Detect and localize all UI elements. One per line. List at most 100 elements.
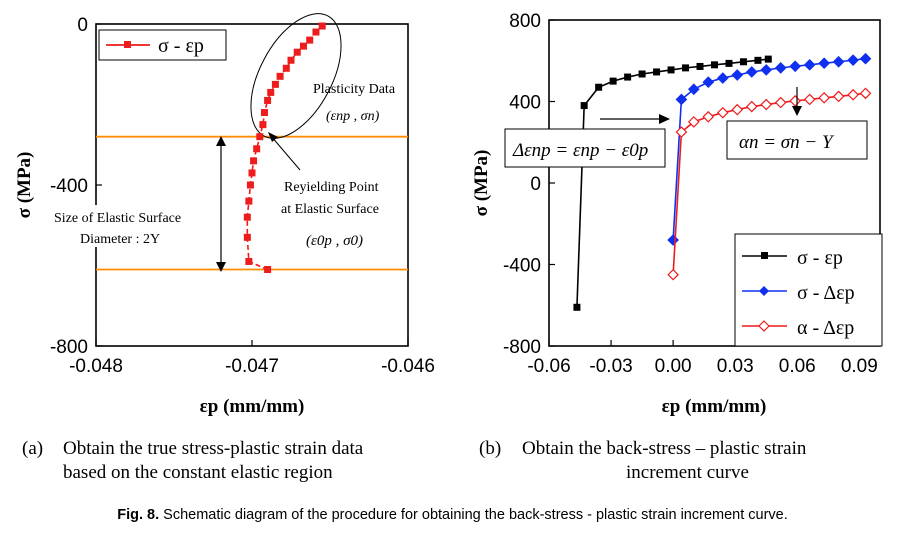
plasticity-ellipse: [250, 13, 342, 139]
data-point: [739, 58, 747, 66]
data-point: [832, 90, 845, 103]
data-point: [675, 126, 688, 138]
caption-b-line2: increment curve: [626, 462, 749, 483]
panel-a-reference-lines: [96, 135, 408, 271]
elastic-arrow-head-bottom: [216, 262, 226, 272]
panel-a-legend: σ - εp: [98, 29, 227, 61]
data-point: [638, 70, 646, 78]
x-tick-label: 0.09: [841, 356, 878, 377]
panel-a-legend-marker: [124, 41, 131, 48]
panel-a-ylabel: σ (MPa): [14, 152, 35, 219]
legend-marker-sigma-dep: [759, 286, 769, 296]
reyield-line2: at Elastic Surface: [281, 202, 379, 217]
data-point: [243, 213, 251, 221]
data-point: [745, 66, 758, 78]
panel-a-xlabel: εp (mm/mm): [200, 396, 305, 417]
x-tick-label: 0.03: [717, 356, 754, 377]
elastic-label-bg: [49, 205, 221, 247]
alpha-arrow-head: [792, 106, 802, 116]
data-point: [276, 72, 284, 80]
legend-label-sigma-ep: σ - εp: [797, 247, 843, 269]
data-point: [696, 62, 704, 70]
data-point: [725, 59, 733, 67]
delta-formula: Δεnp = εnp − ε0p: [512, 140, 648, 161]
delta-arrow-head: [659, 114, 670, 124]
elastic-line1: Size of Elastic Surface: [54, 211, 181, 226]
legend-label-sigma-dep: σ - Δεp: [797, 282, 855, 304]
legend-marker-alpha-dep: [758, 320, 770, 332]
data-point: [312, 28, 320, 36]
data-point: [573, 303, 581, 311]
y-tick-label: -800: [50, 337, 88, 358]
caption-a-line2: based on the constant elastic region: [63, 462, 333, 483]
data-point: [253, 145, 261, 153]
data-point: [818, 57, 830, 70]
data-point: [256, 133, 264, 141]
data-point: [250, 157, 258, 165]
data-point: [760, 98, 773, 111]
data-point: [667, 234, 679, 246]
x-tick-label: -0.03: [589, 356, 632, 377]
x-tick-label: -0.06: [527, 356, 570, 377]
data-point: [745, 100, 758, 113]
y-tick-label: -800: [503, 337, 541, 358]
x-tick-label: 0.00: [655, 356, 692, 377]
data-point: [803, 93, 816, 106]
data-point: [731, 69, 744, 81]
panel-a-chart: -0.048 -0.047 -0.046 -800 -400 0 σ - εp Plast…: [14, 13, 435, 417]
data-point: [667, 66, 675, 74]
data-point: [803, 58, 816, 71]
data-point: [789, 60, 802, 73]
caption-b-line1: Obtain the back-stress – plastic strain: [522, 438, 807, 459]
panel-b-legend-box: [734, 233, 883, 347]
data-point: [859, 87, 872, 100]
data-point: [702, 76, 715, 88]
y-tick-label: -400: [503, 256, 541, 277]
data-point: [264, 96, 272, 104]
data-point: [774, 96, 787, 109]
plasticity-formula: (εnp , σn): [326, 109, 380, 124]
panel-a-series: [243, 22, 326, 274]
y-tick-label: 400: [509, 93, 541, 114]
x-tick-label: -0.048: [69, 356, 123, 377]
data-point: [248, 169, 256, 177]
plasticity-title: Plasticity Data: [313, 82, 396, 97]
panel-b-ticks: -0.06 -0.03 0.00 0.03 0.06 0.09 -800 -400 0 400 80…: [503, 11, 878, 377]
data-point: [259, 121, 267, 129]
reyield-formula: (ε0p , σ0): [306, 233, 363, 249]
data-point: [760, 64, 773, 76]
data-point: [754, 56, 762, 64]
data-point: [653, 68, 661, 76]
y-tick-label: -400: [50, 176, 88, 197]
data-point: [260, 109, 268, 117]
panel-b-legend: σ - εp σ - Δεp α - Δεp: [734, 233, 883, 347]
data-point: [687, 116, 700, 128]
y-tick-label: 0: [530, 174, 541, 195]
delta-formula-box: [504, 128, 666, 168]
panel-b-xlabel: εp (mm/mm): [662, 396, 767, 417]
legend-label-alpha-dep: α - Δεp: [797, 317, 854, 339]
data-point: [271, 80, 279, 88]
reyield-arrow: [270, 135, 301, 171]
data-point: [667, 268, 679, 281]
data-point: [859, 52, 872, 65]
data-point: [716, 72, 729, 84]
data-point: [264, 266, 272, 274]
panel-b-ylabel: σ (MPa): [471, 150, 492, 217]
data-point: [245, 257, 253, 265]
data-point: [282, 64, 290, 72]
data-point: [687, 83, 700, 96]
data-point: [774, 62, 787, 74]
data-point: [287, 56, 295, 64]
data-point: [711, 61, 718, 69]
panel-a-ticks: -0.048 -0.047 -0.046 -800 -400 0: [50, 15, 435, 377]
y-tick-label: 800: [509, 11, 541, 32]
data-point: [580, 102, 588, 110]
data-point: [299, 42, 307, 50]
data-point: [764, 55, 772, 63]
x-tick-label: 0.06: [779, 356, 816, 377]
data-point: [731, 103, 744, 116]
data-point: [246, 181, 254, 189]
data-point: [847, 88, 859, 101]
alpha-formula-box: [726, 120, 868, 160]
